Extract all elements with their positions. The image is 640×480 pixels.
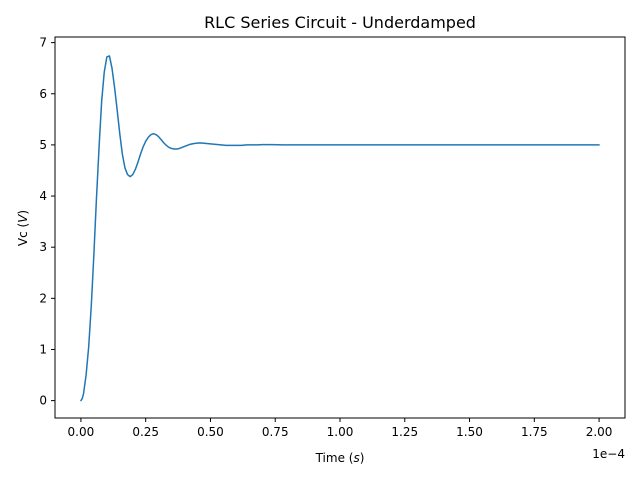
x-tick-label: 1.75 xyxy=(521,425,548,439)
plot-frame xyxy=(54,36,626,419)
x-axis-ticks: 0.00 0.25 0.50 0.75 1.00 1.25 1.50 1.75 2.00 xyxy=(68,418,613,439)
chart-title: RLC Series Circuit - Underdamped xyxy=(204,13,476,32)
y-tick-label: 4 xyxy=(39,189,47,203)
x-offset-label: 1e−4 xyxy=(592,447,625,461)
y-tick-label: 5 xyxy=(39,138,47,152)
x-axis-label-close: ) xyxy=(360,451,365,465)
y-axis-ticks: 0 1 2 3 4 5 6 7 xyxy=(39,36,55,408)
y-tick-label: 0 xyxy=(39,394,47,408)
plot-area xyxy=(54,36,626,419)
y-tick-label: 3 xyxy=(39,240,47,254)
x-tick-label: 1.50 xyxy=(456,425,483,439)
x-tick-label: 1.25 xyxy=(391,425,418,439)
x-tick-label: 1.00 xyxy=(327,425,354,439)
y-tick-label: 7 xyxy=(39,36,47,50)
y-tick-label: 6 xyxy=(39,87,47,101)
y-axis-label: Vc (V) xyxy=(16,210,30,246)
x-axis-label: Time (s) xyxy=(315,451,365,465)
x-tick-label: 0.25 xyxy=(132,425,159,439)
y-tick-label: 1 xyxy=(39,342,47,356)
x-axis-label-text: Time xyxy=(315,451,345,465)
vc-series-line xyxy=(80,55,600,402)
x-tick-label: 0.75 xyxy=(262,425,289,439)
x-axis-label-open: ( xyxy=(345,451,354,465)
x-tick-label: 0.00 xyxy=(68,425,95,439)
y-axis-label-text: Vc xyxy=(16,231,30,246)
y-axis-label-close: ) xyxy=(16,210,30,215)
y-axis-label-unit: V xyxy=(16,214,30,223)
x-axis-label-unit: s xyxy=(353,451,359,465)
y-tick-label: 2 xyxy=(39,291,47,305)
x-tick-label: 2.00 xyxy=(586,425,613,439)
x-tick-label: 0.50 xyxy=(197,425,224,439)
y-axis-label-open: ( xyxy=(16,223,30,232)
